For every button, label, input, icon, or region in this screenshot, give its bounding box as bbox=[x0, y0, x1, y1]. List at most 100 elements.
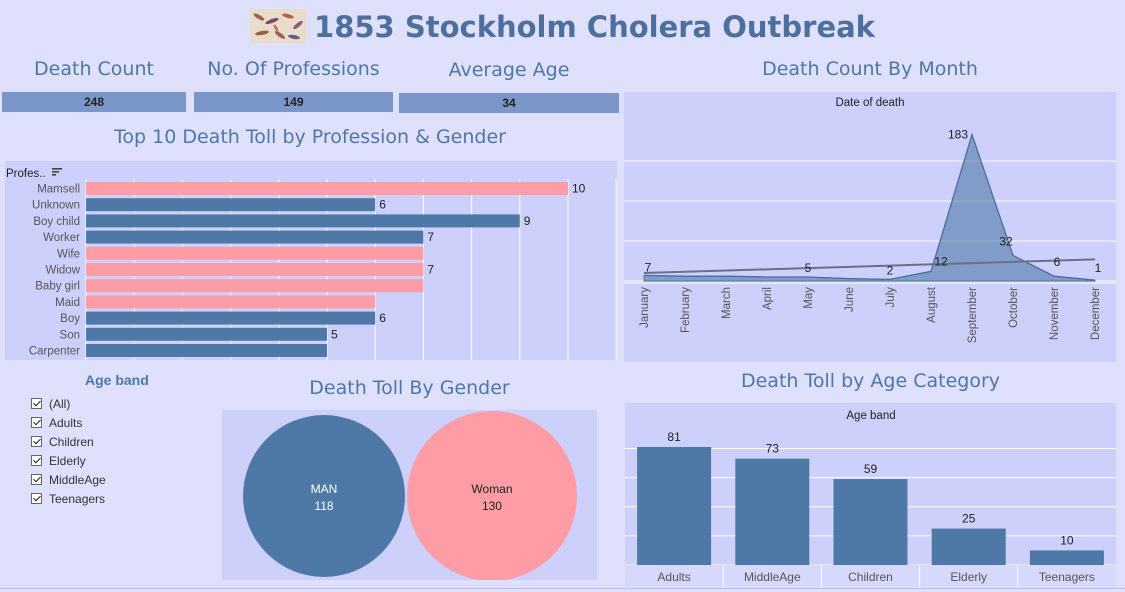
tick-label: December bbox=[1090, 287, 1102, 340]
tick-label: October bbox=[1008, 287, 1020, 328]
tick-label: Baby girl bbox=[35, 281, 80, 293]
bar[interactable] bbox=[86, 279, 424, 293]
tick-label: March bbox=[721, 287, 733, 319]
filter-item-label: Adults bbox=[49, 415, 83, 430]
tick-label: June bbox=[844, 287, 856, 312]
checkbox-checked-icon[interactable] bbox=[31, 417, 42, 428]
sort-icon[interactable] bbox=[52, 168, 62, 176]
tick-label: February bbox=[680, 287, 692, 333]
bubble[interactable] bbox=[243, 415, 405, 577]
bar[interactable] bbox=[86, 311, 376, 325]
month-area-chart: Date of death 7 5 2 12 183 32 6 1 January Februa… bbox=[624, 97, 1116, 343]
profession-chart-panel: Profes.. Mamsell 10 Unknown 6 Boy child 9 Work… bbox=[5, 161, 617, 360]
bar[interactable] bbox=[86, 246, 424, 260]
profession-chart-title: Top 10 Death Toll by Profession & Gender bbox=[114, 126, 506, 148]
data-label: 7 bbox=[645, 260, 652, 274]
data-label: 32 bbox=[999, 234, 1013, 248]
age-bar-chart: Age band 81 Adults 73 MiddleAge 59 Children 25… bbox=[625, 410, 1116, 587]
data-label: 9 bbox=[524, 214, 531, 228]
tick-label: Children bbox=[848, 570, 893, 584]
trend-line bbox=[643, 258, 1096, 274]
data-label: 6 bbox=[379, 311, 386, 325]
tick-label: Wife bbox=[57, 248, 80, 260]
tick-label: Elderly bbox=[950, 570, 987, 584]
bar[interactable] bbox=[86, 344, 327, 357]
month-chart-panel: Date of death 7 5 2 12 183 32 6 1 January Februa… bbox=[624, 92, 1116, 362]
data-label: 7 bbox=[427, 263, 434, 277]
data-label: 5 bbox=[805, 261, 812, 275]
tick-label: Unknown bbox=[32, 200, 80, 212]
tick-label: Mamsell bbox=[37, 184, 80, 196]
dashboard-title: 1853 Stockholm Cholera Outbreak bbox=[0, 9, 1125, 46]
tick-label: Widow bbox=[45, 265, 80, 277]
bar[interactable] bbox=[86, 198, 376, 212]
age-band-filter-title: Age band bbox=[85, 372, 149, 388]
tick-label: July bbox=[885, 287, 897, 308]
filter-item[interactable]: Children bbox=[31, 432, 106, 451]
bacteria-image-icon bbox=[250, 9, 307, 43]
dashboard-title-text: 1853 Stockholm Cholera Outbreak bbox=[314, 10, 875, 44]
gender-chart-panel: MAN 118 Woman 130 bbox=[222, 410, 597, 581]
bar[interactable] bbox=[931, 528, 1006, 565]
tick-label: Maid bbox=[55, 297, 80, 309]
data-label: 25 bbox=[962, 512, 976, 526]
data-label: 2 bbox=[887, 263, 894, 277]
tick-label: August bbox=[926, 286, 938, 323]
data-label: 81 bbox=[667, 430, 681, 444]
tick-label: Worker bbox=[43, 232, 80, 244]
filter-item-label: (All) bbox=[49, 396, 71, 411]
bubble-value: 118 bbox=[314, 499, 333, 513]
bar[interactable] bbox=[86, 295, 376, 309]
filter-item-label: Children bbox=[49, 434, 94, 449]
bubble-value: 130 bbox=[482, 499, 502, 513]
kpi-professions-label: No. Of Professions bbox=[207, 58, 380, 80]
tick-label: May bbox=[803, 287, 815, 309]
month-chart-title: Death Count By Month bbox=[762, 58, 978, 80]
bar[interactable] bbox=[86, 230, 424, 244]
filter-item-label: Elderly bbox=[49, 453, 86, 468]
filter-item[interactable]: (All) bbox=[31, 394, 106, 413]
bubble[interactable] bbox=[406, 411, 577, 581]
data-label: 12 bbox=[934, 254, 948, 268]
kpi-average-age-label: Average Age bbox=[448, 59, 570, 81]
checkbox-checked-icon[interactable] bbox=[31, 455, 42, 466]
bubble-label: MAN bbox=[311, 482, 338, 496]
checkbox-checked-icon[interactable] bbox=[31, 474, 42, 485]
month-chart-header: Date of death bbox=[835, 97, 904, 109]
gender-bubble-chart: MAN 118 Woman 130 bbox=[243, 411, 577, 581]
bar[interactable] bbox=[833, 479, 908, 565]
kpi-death-count-value[interactable]: 248 bbox=[2, 92, 186, 112]
tick-label: Boy bbox=[60, 313, 80, 325]
area-series[interactable] bbox=[643, 132, 1096, 282]
data-label: 10 bbox=[1060, 533, 1074, 547]
tick-label: Boy child bbox=[33, 216, 80, 228]
bar[interactable] bbox=[86, 263, 424, 276]
filter-item-label: Teenagers bbox=[49, 491, 106, 506]
age-chart-panel: Age band 81 Adults 73 MiddleAge 59 Children 25… bbox=[625, 403, 1116, 587]
checkbox-checked-icon[interactable] bbox=[31, 493, 42, 504]
checkbox-checked-icon[interactable] bbox=[31, 436, 42, 447]
data-label: 183 bbox=[948, 128, 968, 142]
kpi-average-age-value[interactable]: 34 bbox=[399, 93, 619, 113]
checkbox-checked-icon[interactable] bbox=[31, 398, 42, 409]
kpi-death-count-label: Death Count bbox=[34, 58, 154, 80]
bar[interactable] bbox=[735, 458, 810, 565]
bar[interactable] bbox=[637, 447, 712, 565]
footer-divider bbox=[0, 588, 1125, 589]
filter-item[interactable]: MiddleAge bbox=[31, 470, 106, 489]
bar[interactable] bbox=[86, 327, 327, 341]
tick-label: Son bbox=[60, 329, 80, 341]
bar[interactable] bbox=[86, 182, 568, 195]
filter-item[interactable]: Adults bbox=[31, 413, 106, 432]
profession-bar-chart: Profes.. Mamsell 10 Unknown 6 Boy child 9 Work… bbox=[6, 168, 617, 360]
bar[interactable] bbox=[86, 214, 520, 228]
kpi-professions-value[interactable]: 149 bbox=[194, 92, 393, 112]
gender-chart-title: Death Toll By Gender bbox=[309, 377, 510, 399]
bar[interactable] bbox=[1029, 550, 1104, 565]
data-label: 1 bbox=[1095, 261, 1102, 275]
filter-item[interactable]: Elderly bbox=[31, 451, 106, 470]
tick-label: Carpenter bbox=[29, 346, 80, 358]
data-label: 7 bbox=[427, 230, 434, 244]
bubble-label: Woman bbox=[471, 482, 512, 496]
filter-item[interactable]: Teenagers bbox=[31, 489, 106, 508]
